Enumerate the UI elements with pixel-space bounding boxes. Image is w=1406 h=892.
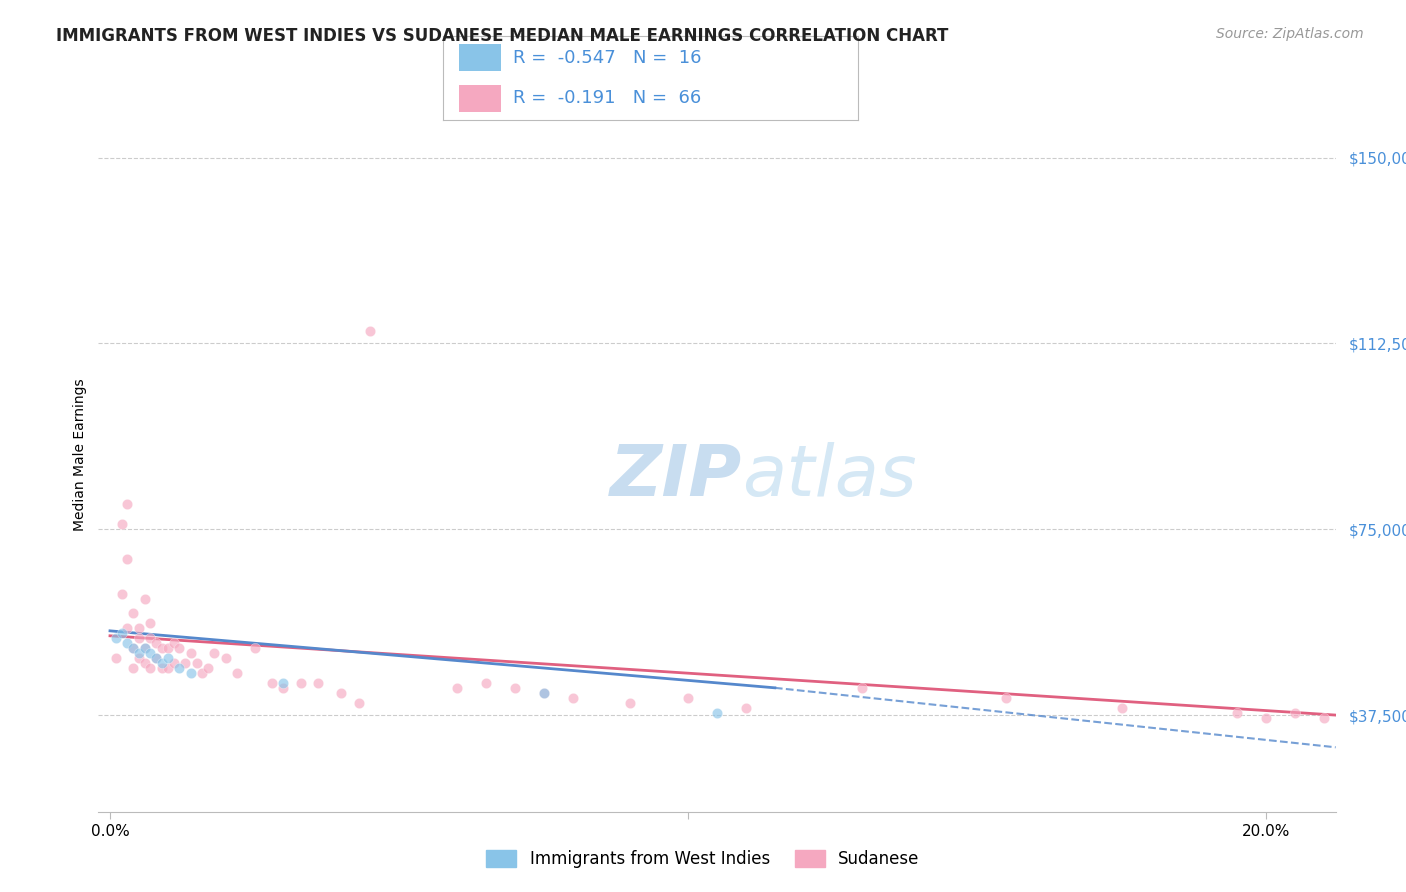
Point — [503, 681, 526, 695]
Point — [150, 661, 173, 675]
Point — [128, 621, 150, 635]
Point — [273, 676, 295, 690]
Point — [180, 665, 202, 680]
Point — [110, 587, 132, 601]
Point — [134, 641, 156, 656]
Point — [851, 681, 873, 695]
Point — [180, 646, 202, 660]
Point — [122, 641, 145, 656]
Y-axis label: Median Male Earnings: Median Male Earnings — [73, 378, 87, 532]
Point — [1284, 706, 1306, 720]
Point — [186, 656, 208, 670]
Text: R =  -0.547   N =  16: R = -0.547 N = 16 — [513, 49, 702, 67]
Point — [110, 626, 132, 640]
Point — [330, 686, 353, 700]
Point — [122, 661, 145, 675]
Point — [533, 686, 555, 700]
Point — [156, 651, 179, 665]
Text: atlas: atlas — [742, 442, 917, 511]
Point — [1256, 710, 1278, 724]
Text: Source: ZipAtlas.com: Source: ZipAtlas.com — [1216, 27, 1364, 41]
Text: IMMIGRANTS FROM WEST INDIES VS SUDANESE MEDIAN MALE EARNINGS CORRELATION CHART: IMMIGRANTS FROM WEST INDIES VS SUDANESE … — [56, 27, 949, 45]
Point — [1313, 710, 1336, 724]
Point — [128, 646, 150, 660]
Point — [117, 621, 139, 635]
Point — [128, 651, 150, 665]
Point — [139, 661, 162, 675]
Point — [995, 690, 1018, 705]
Point — [145, 651, 167, 665]
Bar — [460, 44, 501, 71]
Point — [359, 324, 381, 338]
Point — [202, 646, 225, 660]
Point — [128, 632, 150, 646]
Point — [145, 636, 167, 650]
Point — [145, 651, 167, 665]
Point — [110, 517, 132, 532]
Point — [104, 632, 127, 646]
Point — [561, 690, 583, 705]
Legend: Immigrants from West Indies, Sudanese: Immigrants from West Indies, Sudanese — [479, 843, 927, 875]
Point — [150, 656, 173, 670]
Point — [260, 676, 283, 690]
Point — [134, 641, 156, 656]
Point — [226, 665, 249, 680]
Point — [162, 656, 184, 670]
Point — [169, 641, 191, 656]
Point — [347, 696, 370, 710]
Point — [1111, 700, 1133, 714]
Point — [1226, 706, 1249, 720]
Point — [117, 498, 139, 512]
Point — [706, 706, 728, 720]
Point — [169, 661, 191, 675]
Point — [197, 661, 219, 675]
Point — [122, 641, 145, 656]
Point — [735, 700, 758, 714]
Bar — [460, 85, 501, 112]
Point — [134, 591, 156, 606]
Point — [290, 676, 312, 690]
Point — [156, 641, 179, 656]
Point — [619, 696, 641, 710]
Point — [134, 656, 156, 670]
Point — [214, 651, 236, 665]
Point — [475, 676, 498, 690]
Point — [273, 681, 295, 695]
Point — [446, 681, 468, 695]
Point — [162, 636, 184, 650]
Point — [243, 641, 266, 656]
Point — [122, 607, 145, 621]
Point — [117, 552, 139, 566]
Point — [104, 651, 127, 665]
Point — [307, 676, 329, 690]
Text: R =  -0.191   N =  66: R = -0.191 N = 66 — [513, 89, 702, 107]
Point — [117, 636, 139, 650]
Point — [139, 616, 162, 631]
Point — [676, 690, 699, 705]
Point — [533, 686, 555, 700]
Text: ZIP: ZIP — [610, 442, 742, 511]
Point — [174, 656, 197, 670]
Point — [150, 641, 173, 656]
Point — [139, 646, 162, 660]
Point — [156, 661, 179, 675]
Point — [139, 632, 162, 646]
Point — [191, 665, 214, 680]
